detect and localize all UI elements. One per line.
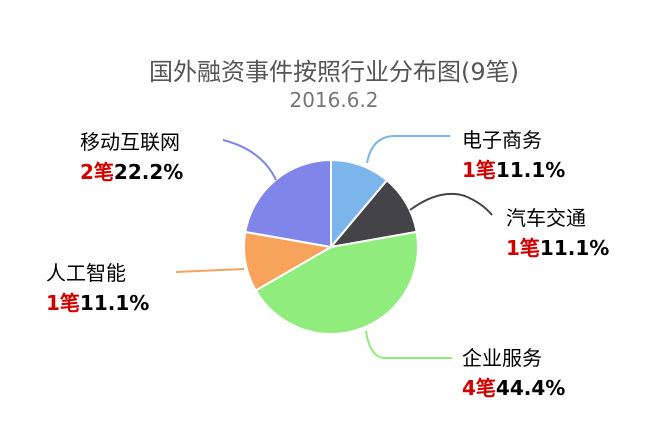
connector-line	[222, 139, 277, 181]
label-ecommerce: 电子商务 1笔11.1%	[462, 125, 565, 185]
slice-count: 4笔	[462, 376, 496, 400]
slice-count: 1笔	[462, 158, 496, 182]
slice-percent: 11.1%	[539, 236, 610, 260]
slice-name: 人工智能	[46, 261, 126, 285]
slice-percent: 11.1%	[495, 158, 566, 182]
connector-line	[365, 330, 452, 359]
slice-percent: 22.2%	[113, 160, 184, 184]
label-mobile: 移动互联网 2笔22.2%	[80, 127, 183, 187]
chart-subtitle: 2016.6.2	[289, 88, 379, 112]
slice-name: 企业服务	[462, 346, 542, 370]
label-enterprise: 企业服务 4笔44.4%	[462, 343, 565, 403]
connector-line	[366, 135, 450, 164]
slice-count: 1笔	[46, 291, 80, 315]
slice-percent: 11.1%	[79, 291, 150, 315]
slice-name: 移动互联网	[80, 130, 180, 154]
label-ai: 人工智能 1笔11.1%	[46, 258, 149, 318]
connector-line	[175, 268, 245, 273]
pie-slice[interactable]	[254, 230, 419, 335]
label-auto: 汽车交通 1笔11.1%	[506, 203, 609, 263]
connector-line	[409, 192, 493, 216]
slice-count: 1笔	[506, 236, 540, 260]
slice-percent: 44.4%	[495, 376, 566, 400]
slice-name: 电子商务	[462, 128, 542, 152]
slice-name: 汽车交通	[506, 206, 586, 230]
chart-title: 国外融资事件按照行业分布图(9笔)	[149, 58, 519, 86]
pie-slice[interactable]	[244, 158, 332, 249]
slice-count: 2笔	[80, 160, 114, 184]
